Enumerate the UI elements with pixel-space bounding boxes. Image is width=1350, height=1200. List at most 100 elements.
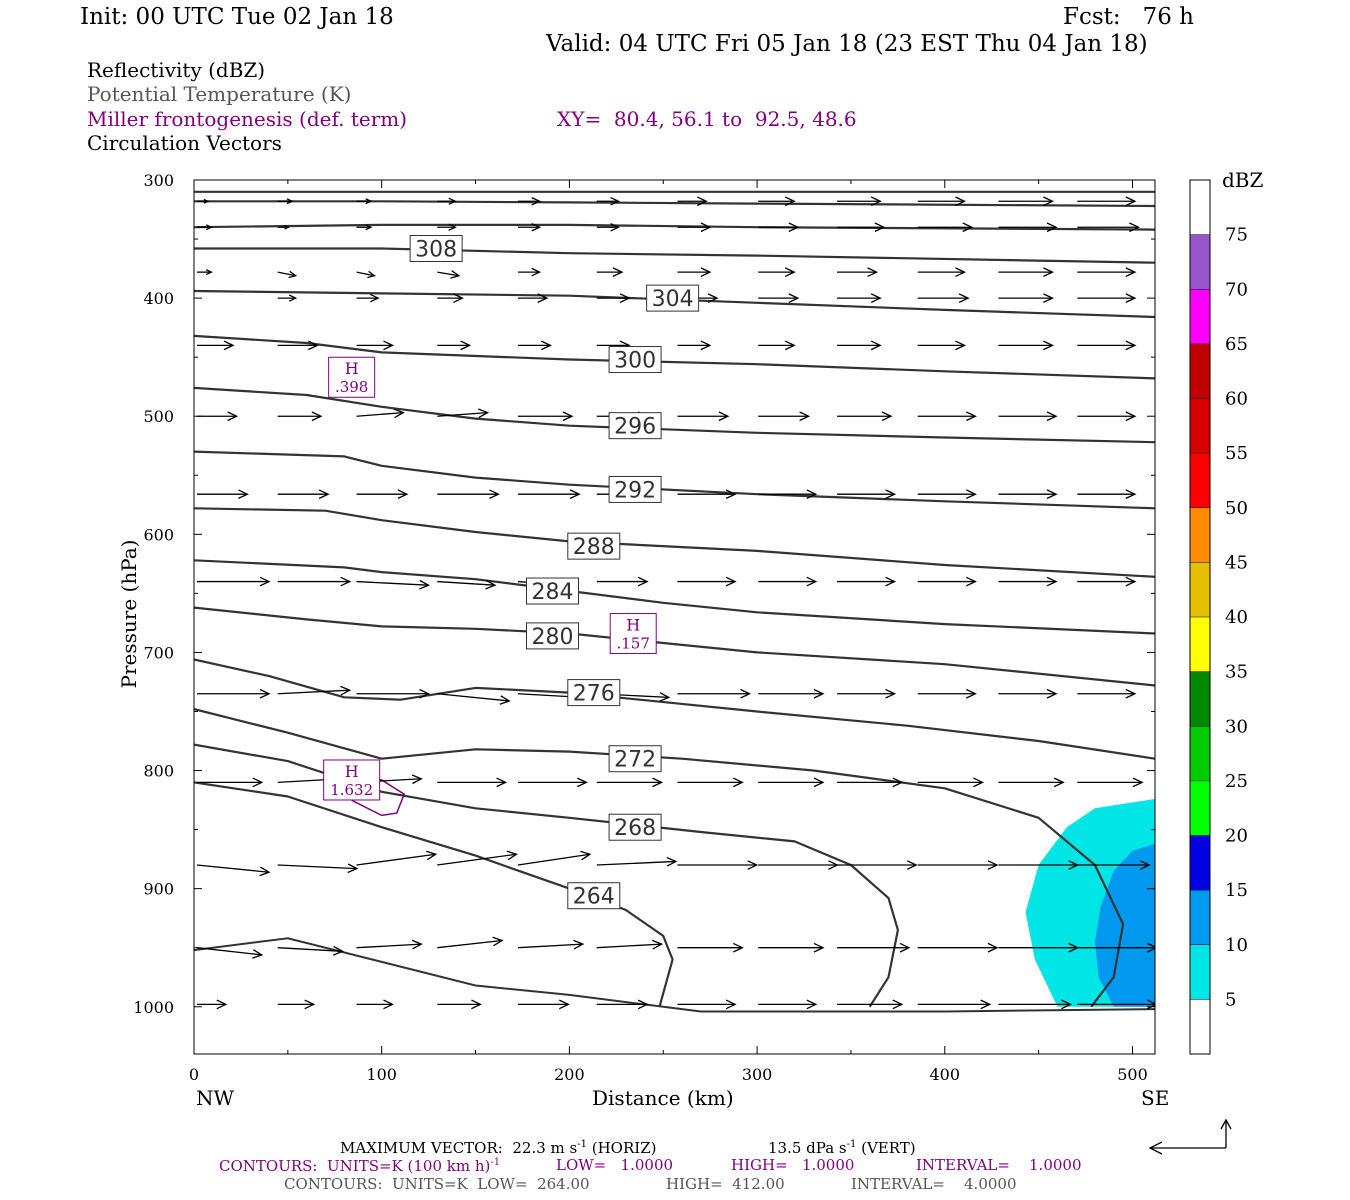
forecast-hour: Fcst: 76 h [1063,4,1194,30]
circulation-vector [998,411,1058,422]
circulation-vector [437,936,504,949]
x-tick-label: 500 [1117,1065,1148,1084]
theta-label-268: 268 [608,813,662,841]
y-tick-label: 800 [143,762,174,781]
terrain-line [194,937,1155,1013]
theta-contour-296 [194,386,1155,444]
circulation-vector [197,411,239,422]
colorbar-tick-label: 20 [1225,826,1248,847]
circulation-vector [998,576,1058,587]
circulation-vector [356,489,409,499]
circulation-vector [677,860,759,870]
svg-text:1.632: 1.632 [330,781,373,799]
circulation-vector [437,777,508,788]
circulation-vector [837,267,879,277]
circulation-vector [517,489,581,499]
circulation-vector [437,999,482,1010]
circulation-vector [1077,777,1144,788]
circulation-vector [517,939,585,950]
circulation-vector [677,576,737,587]
theta-contours [194,190,1155,1008]
colorbar-tick-label: 40 [1225,607,1248,628]
circulation-vector [277,224,291,230]
footer-theta-contours: CONTOURS: UNITS=K LOW= 264.00 [284,1175,590,1193]
theta-label-292: 292 [608,475,662,503]
y-tick-label: 500 [143,407,174,426]
theta-contour-268 [194,743,900,1008]
x-tick-label: 0 [189,1065,199,1084]
theta-contour-312 [194,223,1155,231]
circulation-vector [517,340,552,351]
circulation-vector [437,293,464,303]
theta-contour-276 [194,658,1155,760]
circulation-vector [437,408,490,419]
circulation-vector [758,576,818,587]
svg-text:.157: .157 [617,635,650,653]
circulation-vectors [196,196,1155,1010]
theta-label-284: 284 [525,577,579,605]
circulation-vector [596,223,620,232]
circulation-vector [596,999,649,1010]
svg-text:300: 300 [614,349,656,374]
circulation-vector [917,222,974,233]
circulation-vector [837,222,886,233]
theta-contour-288 [194,507,1155,578]
circulation-vector [998,489,1058,499]
colorbar-segment-40 [1190,562,1210,617]
circulation-vector [837,688,897,699]
circulation-vector [356,340,395,351]
circulation-vector [1077,196,1137,207]
circulation-vector [837,489,897,499]
circulation-vector [1077,222,1141,233]
theta-contour-280 [194,606,1155,687]
theta-label-264: 264 [567,882,621,910]
circulation-vector [596,267,624,277]
circulation-vector [517,267,542,277]
circulation-vector [277,685,352,696]
terrain-surface [194,937,1155,1013]
circulation-vector [437,223,457,231]
circulation-vector [758,942,825,953]
circulation-vector [998,293,1055,303]
circulation-vector [596,939,664,950]
footer-fronto-high: HIGH= 1.0000 [731,1156,855,1174]
circulation-vector [677,196,708,207]
circulation-vector [197,489,249,499]
circulation-vector [517,999,570,1010]
circulation-vector [517,850,592,866]
svg-text:276: 276 [573,682,615,707]
circulation-vector [917,340,967,351]
circulation-vector [1077,411,1137,422]
theta-label-272: 272 [608,745,662,773]
circulation-vector [356,270,377,279]
circulation-vector [277,863,359,874]
circulation-vector [917,293,970,303]
circulation-vector [517,223,542,232]
circulation-vector [677,267,712,277]
footer-max-vector-vert: 13.5 dPa s-1 (VERT) [768,1139,916,1157]
circulation-vector [277,294,298,302]
colorbar-segment-55 [1190,398,1210,454]
circulation-vector [677,999,737,1010]
footer-fronto-contours: CONTOURS: UNITS=K (100 km h)-1 [219,1157,501,1175]
circulation-vector [1077,688,1137,699]
se-end-label: SE [1141,1086,1170,1110]
circulation-vector [197,576,271,587]
svg-text:280: 280 [531,625,573,650]
circulation-vector [437,579,497,590]
reflectivity-region-10 [1094,843,1155,1007]
colorbar-tick-label: 65 [1225,334,1248,355]
theta-label-296: 296 [608,412,662,440]
colorbar-segment-60 [1190,343,1210,399]
circulation-vector [517,777,588,788]
y-tick-label: 1000 [133,998,174,1017]
footer-fronto-low: LOW= 1.0000 [556,1156,674,1174]
circulation-vector [197,198,210,204]
colorbar-segment-30 [1190,671,1210,727]
circulation-vector [917,576,977,587]
fronto-maximum-2: H1.632 [323,759,381,801]
circulation-vector [356,408,405,419]
circulation-vector [437,197,457,205]
svg-text:292: 292 [614,478,656,503]
footer-theta-high: HIGH= 412.00 [666,1175,785,1193]
